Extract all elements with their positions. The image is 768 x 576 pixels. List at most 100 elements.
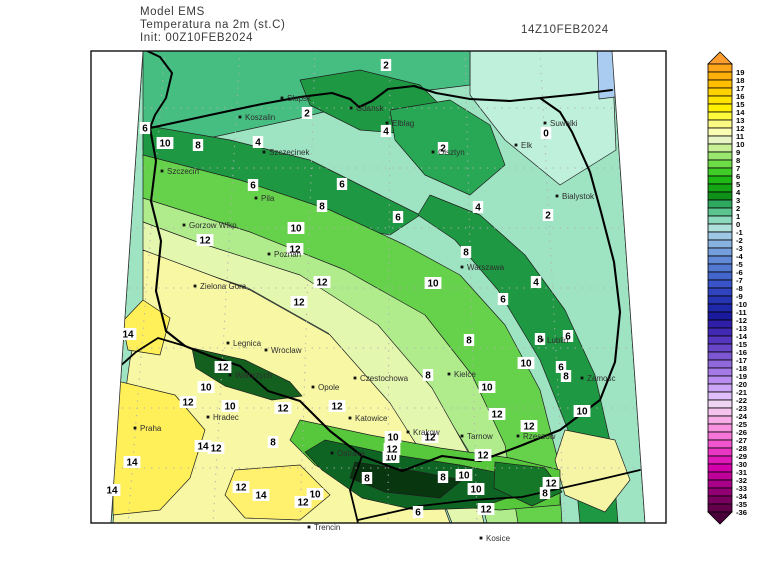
colorbar-step-label: -8	[736, 284, 743, 293]
colorbar-step-label: -5	[736, 260, 744, 269]
contour-label-chip	[477, 503, 495, 515]
colorbar-step	[707, 119, 733, 129]
map-frame	[90, 50, 667, 524]
colorbar-step	[707, 143, 733, 153]
city-marker-dot	[514, 143, 518, 147]
contour-label: 12	[523, 422, 535, 433]
city-marker-dot	[280, 96, 284, 100]
contour-label-chip	[286, 243, 304, 255]
colorbar-step-label: 15	[736, 100, 745, 109]
colorbar-step-label: 2	[736, 204, 740, 213]
contour-label: 10	[470, 485, 482, 496]
contour-label-chip	[123, 456, 141, 468]
contour-label-chip	[412, 506, 424, 518]
city-marker-dot	[133, 426, 137, 430]
colorbar-step	[707, 295, 733, 305]
city-label: Gorzow Wlkp.	[189, 221, 239, 230]
city-label: Warszawa	[467, 263, 505, 272]
contour-label: 4	[383, 127, 389, 138]
colorbar-step	[707, 135, 733, 145]
contour-label-chip	[252, 136, 264, 148]
contour-label: 12	[293, 298, 305, 309]
city-label: Walbrzych	[235, 371, 272, 380]
colorbar-step	[707, 255, 733, 265]
colorbar-step	[707, 207, 733, 217]
colorbar-step	[707, 223, 733, 233]
colorbar-step	[707, 111, 733, 121]
colorbar-step	[707, 103, 733, 113]
colorbar-step	[707, 287, 733, 297]
contour-label: 6	[500, 295, 506, 306]
colorbar-step-label: 19	[736, 68, 744, 77]
colorbar-step	[707, 407, 733, 417]
colorbar-step	[707, 415, 733, 425]
contour-label-chip	[221, 400, 239, 412]
cz-sk-border	[349, 455, 363, 523]
city-marker-dot	[580, 376, 584, 380]
contour-label: 12	[331, 402, 343, 413]
contour-label-chip	[336, 178, 348, 190]
contour-label-chip	[555, 361, 567, 373]
colorbar-step-label: -31	[736, 468, 748, 477]
colorbar-step-label: -20	[736, 380, 747, 389]
colorbar-step-label: 17	[736, 84, 744, 93]
city-marker-dot	[431, 150, 435, 154]
contour-label-chip	[540, 127, 552, 139]
city-label: Szczecin	[167, 167, 199, 176]
contour-label: 6	[565, 332, 571, 343]
colorbar-step	[707, 447, 733, 457]
colorbar-step	[707, 311, 733, 321]
colorbar-step-label: 0	[736, 220, 740, 229]
contour-label: 8	[319, 202, 325, 213]
contour-label-chip	[380, 59, 392, 71]
contour-label: 4	[255, 138, 261, 149]
colorbar-step	[707, 95, 733, 105]
colorbar-step	[707, 343, 733, 353]
city-label: Rzeszow	[523, 432, 556, 441]
city-marker-dot	[353, 376, 357, 380]
contour-label: 12	[477, 451, 489, 462]
contour-label-chip	[313, 276, 331, 288]
contour-label: 12	[424, 433, 436, 444]
contour-label-chip	[294, 496, 312, 508]
colorbar-step	[707, 167, 733, 177]
city-marker-dot	[193, 284, 197, 288]
contour-label: 6	[250, 181, 256, 192]
colorbar-step	[707, 335, 733, 345]
colorbar-step-label: 8	[736, 156, 740, 165]
colorbar-step	[707, 263, 733, 273]
colorbar-step-label: -34	[736, 492, 748, 501]
contour-label-chip	[196, 234, 214, 246]
city-label: Kosice	[486, 534, 511, 543]
colorbar-step-label: -27	[736, 436, 747, 445]
contour-label: 10	[309, 490, 321, 501]
colorbar-step-label: -33	[736, 484, 747, 493]
colorbar-step-label: 6	[736, 172, 740, 181]
colorbar-step-label: -2	[736, 236, 743, 245]
city-label: Gdansk	[356, 104, 385, 113]
contour-label-chip	[103, 484, 121, 496]
colorbar-step	[707, 431, 733, 441]
contour-label: 12	[199, 236, 211, 247]
city-marker-dot	[238, 115, 242, 119]
contour-label: 8	[425, 371, 431, 382]
city-label: Elblag	[392, 119, 414, 128]
colorbar-step	[707, 375, 733, 385]
colorbar-step	[707, 231, 733, 241]
contour-label: 6	[415, 508, 421, 519]
colorbar-step-label: -26	[736, 428, 747, 437]
city-marker-dot	[348, 416, 352, 420]
city-label: Trencin	[314, 523, 340, 532]
contour-label: 4	[533, 278, 539, 289]
colorbar-step-label: -32	[736, 476, 747, 485]
colorbar-step	[707, 303, 733, 313]
city-label: Katowice	[355, 414, 388, 423]
contour-label-chip	[562, 330, 574, 342]
city-marker-dot	[543, 121, 547, 125]
colorbar-step-label: 14	[736, 108, 745, 117]
colorbar-step-label: -18	[736, 364, 747, 373]
contour-label: 10	[520, 359, 532, 370]
contour-label-chip	[534, 333, 546, 345]
contour-label: 10	[200, 383, 212, 394]
